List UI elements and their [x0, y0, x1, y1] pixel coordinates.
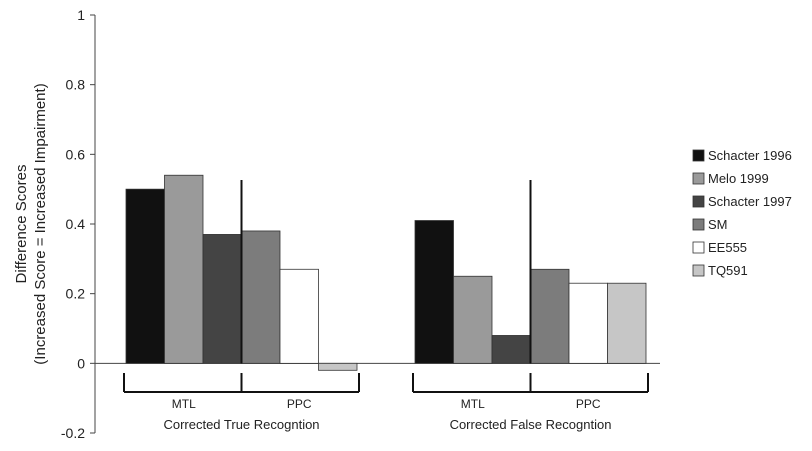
bar-tq591-group-1: [318, 362, 358, 371]
region-label-ppc-group-1: PPC: [287, 397, 312, 411]
bar-ee555-group-2: [568, 282, 608, 364]
legend-swatch-ee555: [692, 241, 705, 254]
bar-sm-group-2: [530, 268, 570, 364]
bar-schacter-1997-group-2: [491, 335, 531, 364]
y-axis: -0.2 0 0.2 0.4 0.6 0.8 1: [61, 7, 660, 441]
y-tick-label: 0.2: [66, 286, 86, 302]
bar-schacter-1997-group-1: [202, 234, 242, 364]
region-label-mtl-group-2: MTL: [461, 397, 485, 411]
legend-label-sm: SM: [708, 217, 728, 232]
group-labels: MTL PPC Corrected True Recogntion MTL PPC Cor…: [163, 397, 611, 432]
legend-swatch-schacter-1997: [692, 195, 705, 208]
region-label-mtl-group-1: MTL: [172, 397, 196, 411]
legend-label-melo-1999: Melo 1999: [708, 171, 769, 186]
y-tick-label: 0: [77, 355, 85, 371]
y-tick-label: 0.4: [66, 216, 86, 232]
legend-swatch-melo-1999: [692, 172, 705, 185]
legend-swatch-schacter-1996: [692, 149, 705, 162]
bar-melo-1999-group-2: [453, 275, 493, 364]
group-label-1: Corrected True Recogntion: [163, 417, 319, 432]
group-dividers: [240, 180, 532, 364]
region-label-ppc-group-2: PPC: [576, 397, 601, 411]
bar-sm-group-1: [241, 230, 281, 364]
y-axis-title-line-2: (Increased Score = Increased Impairment): [32, 83, 49, 364]
bars: [125, 174, 647, 371]
y-tick-label: 0.8: [66, 77, 86, 93]
legend-swatch-tq591: [692, 264, 705, 277]
group-label-2: Corrected False Recogntion: [450, 417, 612, 432]
y-tick-label: 0.6: [66, 146, 86, 162]
y-axis-title-line-1: Difference Scores: [13, 165, 30, 284]
bar-ee555-group-1: [279, 268, 319, 364]
y-tick-label: 1: [77, 7, 85, 23]
bar-schacter-1996-group-2: [414, 220, 454, 364]
legend-label-schacter-1996: Schacter 1996: [708, 148, 792, 163]
legend-label-tq591: TQ591: [708, 263, 748, 278]
legend-label-ee555: EE555: [708, 240, 747, 255]
legend-swatch-sm: [692, 218, 705, 231]
bar-schacter-1996-group-1: [125, 188, 165, 364]
legend: Schacter 1996 Melo 1999 Schacter 1997 SM EE5…: [692, 148, 792, 278]
bar-melo-1999-group-1: [164, 174, 204, 364]
group-brackets: [123, 373, 649, 393]
bar-tq591-group-2: [607, 282, 647, 364]
legend-label-schacter-1997: Schacter 1997: [708, 194, 792, 209]
y-tick-label: -0.2: [61, 425, 85, 441]
